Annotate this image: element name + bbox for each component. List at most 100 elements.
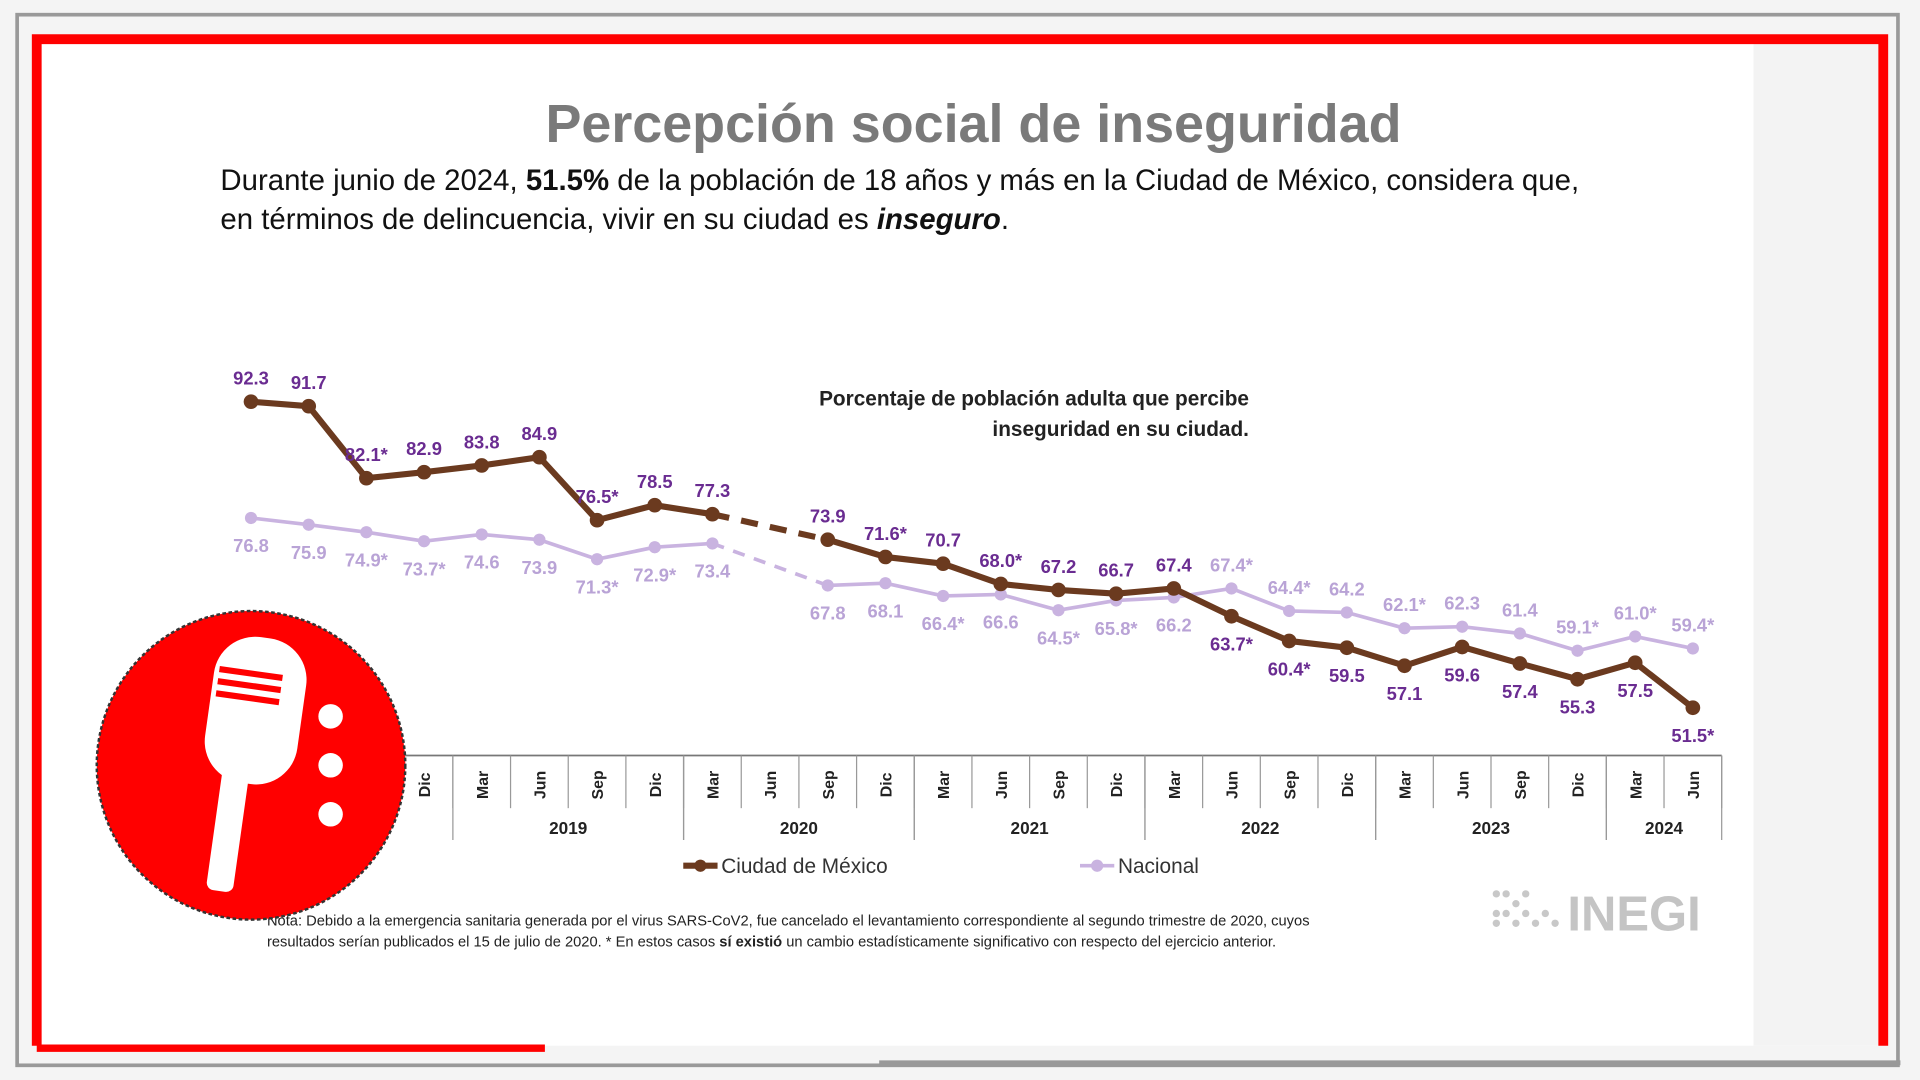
year-label: 2019: [549, 818, 587, 838]
value-label: 68.0*: [979, 550, 1023, 571]
data-point: [1456, 620, 1469, 633]
data-point: [589, 512, 605, 528]
note-text: resultados serían publicados el 15 de ju…: [267, 935, 719, 951]
data-point: [994, 588, 1007, 601]
value-label: 75.9: [291, 542, 327, 563]
value-label: 61.0*: [1614, 602, 1658, 623]
x-tick-label: Dic: [417, 772, 434, 797]
data-point: [706, 537, 719, 550]
value-label: 66.7: [1098, 560, 1134, 581]
value-label: 59.1*: [1556, 617, 1600, 638]
value-label: 83.8: [464, 431, 500, 452]
value-label: 60.4*: [1268, 658, 1312, 679]
value-label: 72.9*: [633, 564, 677, 585]
value-label: 65.8*: [1095, 618, 1139, 639]
value-label: 67.4*: [1210, 554, 1254, 575]
value-label: 61.4: [1502, 599, 1539, 620]
value-label: 66.6: [983, 612, 1019, 633]
data-point: [533, 533, 546, 546]
data-point: [301, 398, 317, 414]
note: resultados serían publicados el 15 de ju…: [267, 935, 1276, 951]
year-label: 2021: [1011, 818, 1050, 838]
data-point: [475, 528, 488, 541]
legend-marker: [1091, 859, 1104, 872]
value-label: 71.6*: [864, 523, 908, 544]
data-point: [417, 535, 431, 548]
x-tick-label: Sep: [1282, 770, 1299, 799]
data-point: [1629, 630, 1642, 643]
annotation: inseguridad en su ciudad.: [992, 418, 1249, 441]
year-label: 2022: [1241, 818, 1279, 838]
x-tick-label: Mar: [936, 771, 953, 799]
x-tick-label: Dic: [1109, 772, 1126, 797]
podcast-icon: [95, 609, 407, 921]
value-label: 73.7*: [403, 558, 447, 579]
data-point: [648, 541, 661, 554]
inegi-logo: INEGI: [1492, 888, 1701, 942]
data-point: [1051, 582, 1066, 598]
value-label: 64.4*: [1268, 577, 1312, 598]
data-point: [993, 576, 1009, 592]
value-label: 55.3: [1560, 697, 1596, 718]
legend-marker: [694, 859, 707, 872]
x-tick-label: Dic: [648, 772, 665, 797]
value-label: 76.5*: [576, 486, 620, 507]
data-point: [705, 506, 720, 522]
title: Percepción social de inseguridad: [545, 94, 1401, 154]
subtitle-text: 51.5%: [526, 164, 609, 197]
value-label: 73.9: [810, 506, 846, 527]
value-label: 51.5*: [1671, 725, 1715, 746]
subtitle-text: Durante junio de 2024,: [220, 164, 525, 197]
data-point: [1398, 622, 1411, 635]
x-tick-label: Dic: [879, 772, 896, 797]
subtitle-text: de la población de 18 años y más en la C…: [609, 164, 1579, 197]
x-tick-label: Sep: [590, 770, 607, 799]
data-point: [647, 497, 663, 513]
value-label: 76.8: [233, 535, 269, 556]
value-label: 68.1: [868, 600, 904, 621]
red-frame: [31, 34, 1889, 1046]
data-point: [1571, 644, 1584, 657]
value-label: 74.9*: [345, 549, 389, 570]
x-tick-label: Mar: [1628, 771, 1645, 799]
data-point: [1224, 608, 1239, 624]
value-label: 70.7: [925, 530, 961, 551]
data-point: [1281, 633, 1297, 649]
logo-dots: [1492, 890, 1559, 927]
value-label: 57.5: [1617, 680, 1653, 701]
subtitle: Durante junio de 2024, 51.5% de la pobla…: [220, 164, 1579, 197]
data-point: [1225, 582, 1238, 595]
data-point: [820, 532, 836, 548]
data-point: [1513, 627, 1526, 640]
value-label: 71.3*: [576, 576, 620, 597]
gap-bridge: [711, 511, 829, 543]
x-tick-label: Dic: [1340, 772, 1357, 797]
value-label: 92.3: [233, 368, 269, 389]
x-tick-label: Jun: [1455, 771, 1472, 799]
data-point: [1686, 642, 1699, 655]
x-tick-label: Sep: [821, 770, 838, 799]
data-point: [1512, 656, 1528, 671]
value-label: 62.1*: [1383, 594, 1427, 615]
data-point: [1052, 604, 1065, 617]
value-label: 66.2: [1156, 615, 1192, 636]
value-label: 73.9: [522, 557, 558, 578]
data-point: [590, 553, 604, 566]
value-label: 73.4: [695, 561, 732, 582]
year-label: 2023: [1472, 818, 1510, 838]
data-point: [532, 449, 547, 465]
x-tick-label: Jun: [763, 771, 780, 799]
data-point: [1570, 671, 1585, 687]
side-strip: [1753, 39, 1884, 1046]
data-point: [1166, 581, 1182, 596]
value-label: 59.4*: [1671, 614, 1715, 635]
data-point: [1283, 604, 1296, 618]
data-point: [879, 577, 892, 590]
data-point: [1627, 655, 1643, 671]
year-label: 2020: [780, 818, 818, 838]
x-tick-label: Sep: [1052, 770, 1069, 799]
x-tick-label: Mar: [475, 771, 492, 799]
value-label: 59.6: [1444, 664, 1480, 685]
data-point: [243, 394, 259, 410]
